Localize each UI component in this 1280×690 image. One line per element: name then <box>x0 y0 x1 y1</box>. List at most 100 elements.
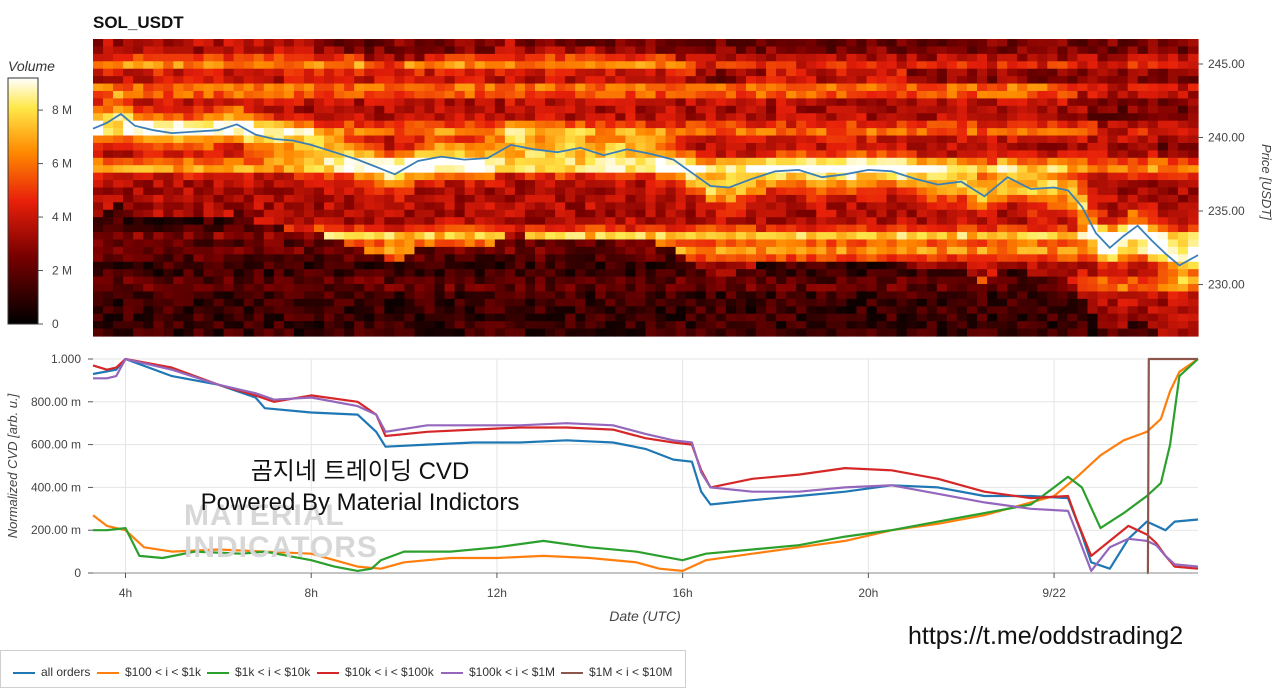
heatmap-cell <box>535 113 546 122</box>
heatmap-cell <box>1077 328 1089 337</box>
heatmap-cell <box>956 232 968 241</box>
heatmap-cell <box>464 254 476 263</box>
colorbar-title: Volume <box>8 58 55 74</box>
heatmap-cell <box>545 209 556 218</box>
heatmap-cell <box>1187 113 1199 122</box>
heatmap-cell <box>695 165 707 174</box>
heatmap-cell <box>846 291 858 300</box>
heatmap-cell <box>504 298 516 307</box>
heatmap-cell <box>756 68 767 77</box>
heatmap-cell <box>946 187 958 196</box>
heatmap-cell <box>1047 306 1058 315</box>
heatmap-cell <box>524 165 536 174</box>
heatmap-cell <box>756 202 767 211</box>
heatmap-cell <box>283 90 295 99</box>
heatmap-cell <box>354 232 365 241</box>
heatmap-cell <box>766 187 777 196</box>
heatmap-cell <box>946 83 958 92</box>
heatmap-cell <box>143 76 154 85</box>
heatmap-cell <box>283 83 295 92</box>
heatmap-cell <box>464 246 476 255</box>
heatmap-cell <box>334 90 345 99</box>
heatmap-cell <box>756 306 767 315</box>
heatmap-cell <box>535 61 546 70</box>
heatmap-cell <box>464 120 476 129</box>
heatmap-cell <box>856 291 868 300</box>
heatmap-cell <box>685 105 697 114</box>
legend-item-100k-1m[interactable]: $100k < i < $1M <box>441 665 555 679</box>
heatmap-cell <box>414 187 426 196</box>
heatmap-cell <box>193 239 205 248</box>
heatmap-cell <box>434 90 446 99</box>
heatmap-cell <box>273 180 285 189</box>
heatmap-cell <box>635 246 647 255</box>
heatmap-cell <box>334 76 345 85</box>
heatmap-cell <box>394 39 406 48</box>
heatmap-cell <box>454 90 466 99</box>
heatmap-cell <box>1127 76 1139 85</box>
heatmap-cell <box>896 194 908 203</box>
heatmap-cell <box>796 224 807 233</box>
heatmap-cell <box>394 187 406 196</box>
heatmap-cell <box>334 128 345 137</box>
heatmap-cell <box>1137 135 1149 144</box>
heatmap-cell <box>1057 46 1069 55</box>
heatmap-cell <box>384 194 395 203</box>
heatmap-panel[interactable] <box>92 39 1199 337</box>
heatmap-cell <box>113 194 124 203</box>
heatmap-cell <box>524 135 536 144</box>
heatmap-cell <box>1047 187 1058 196</box>
heatmap-cell <box>966 180 978 189</box>
heatmap-cell <box>997 254 1008 263</box>
heatmap-cell <box>977 246 988 255</box>
heatmap-cell <box>364 202 375 211</box>
heatmap-cell <box>173 98 185 107</box>
heatmap-cell <box>555 284 566 293</box>
legend-item-1m-10m[interactable]: $1M < i < $10M <box>561 665 672 679</box>
heatmap-cell <box>143 261 154 270</box>
heatmap-cell <box>324 291 335 300</box>
heatmap-cell <box>966 76 978 85</box>
heatmap-cell <box>163 284 174 293</box>
legend-item-10k-100k[interactable]: $10k < i < $100k <box>317 665 434 679</box>
heatmap-cell <box>1027 291 1038 300</box>
heatmap-cell <box>454 165 466 174</box>
heatmap-cell <box>1027 76 1038 85</box>
heatmap-cell <box>243 120 255 129</box>
heatmap-cell <box>987 306 998 315</box>
heatmap-cell <box>987 76 998 85</box>
heatmap-cell <box>615 224 627 233</box>
heatmap-cell <box>1067 306 1079 315</box>
heatmap-cell <box>163 224 174 233</box>
heatmap-cell <box>524 202 536 211</box>
heatmap-cell <box>565 328 576 337</box>
heatmap-cell <box>484 142 496 151</box>
heatmap-cell <box>324 254 335 263</box>
telegram-url[interactable]: https://t.me/oddstrading2 <box>908 622 1184 650</box>
cvd-plot-area[interactable] <box>93 359 1198 573</box>
heatmap-cell <box>997 321 1008 330</box>
heatmap-cell <box>936 269 948 278</box>
heatmap-cell <box>625 187 637 196</box>
heatmap-cell <box>494 261 506 270</box>
heatmap-cell <box>153 232 164 241</box>
heatmap-cell <box>364 217 375 226</box>
legend-item-all-orders[interactable]: all orders <box>13 665 90 679</box>
heatmap-cell <box>856 321 868 330</box>
heatmap-cell <box>685 194 697 203</box>
heatmap-cell <box>173 180 185 189</box>
heatmap-cell <box>203 246 215 255</box>
heatmap-cell <box>384 261 395 270</box>
legend-item-1k-10k[interactable]: $1k < i < $10k <box>207 665 310 679</box>
legend-item-100-1k[interactable]: $100 < i < $1k <box>97 665 201 679</box>
heatmap-cell <box>946 261 958 270</box>
heatmap-cell <box>725 298 737 307</box>
heatmap-cell <box>776 298 787 307</box>
heatmap-cell <box>946 113 958 122</box>
heatmap-cell <box>675 128 687 137</box>
heatmap-cell <box>1067 76 1079 85</box>
heatmap-cell <box>454 254 466 263</box>
heatmap-cell <box>153 150 164 159</box>
heatmap-cell <box>705 53 717 62</box>
heatmap-cell <box>896 61 908 70</box>
